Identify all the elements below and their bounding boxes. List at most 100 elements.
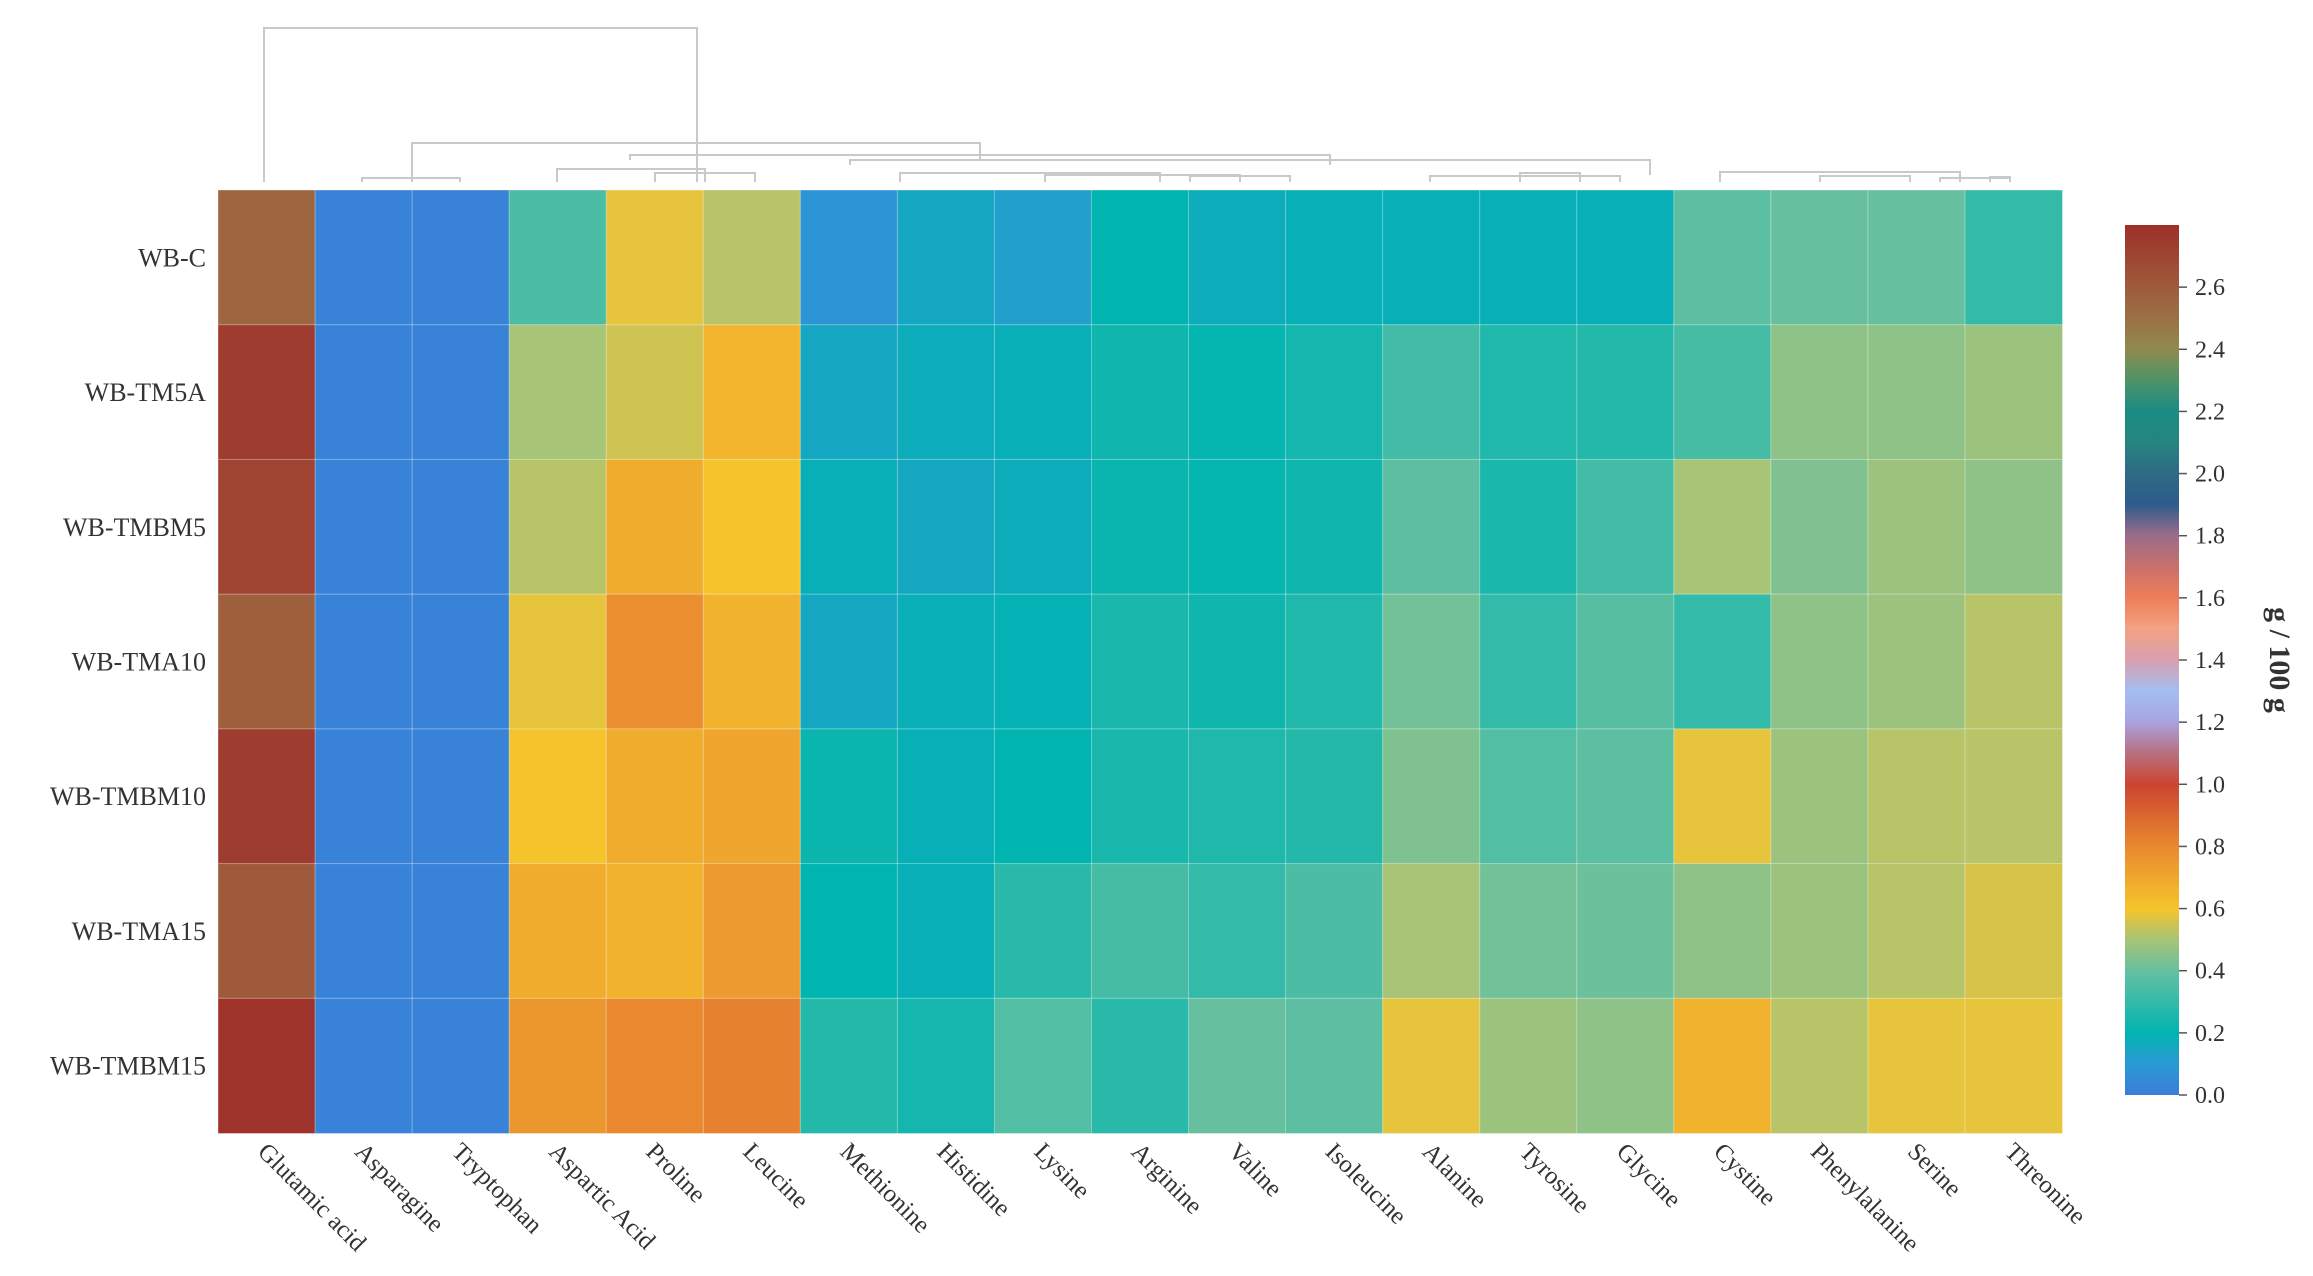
heatmap-cell-4-9 — [1090, 728, 1190, 865]
row-label-6: WB-TMBM15 — [50, 1052, 206, 1081]
heatmap-cell-5-3 — [508, 863, 608, 1000]
heatmap-cell-2-7 — [896, 458, 996, 596]
heatmap-cell-5-8 — [993, 863, 1093, 1000]
heatmap-cell-3-2 — [411, 593, 511, 730]
heatmap-cell-2-18 — [1964, 458, 2063, 596]
heatmap-cell-5-13 — [1479, 863, 1578, 1000]
colorbar-tick-label-10: 2.0 — [2195, 462, 2225, 488]
heatmap-cell-1-15 — [1673, 324, 1772, 461]
row-label-5: WB-TMA15 — [72, 917, 206, 946]
heatmap-cell-4-3 — [508, 728, 608, 865]
heatmap-cell-0-18 — [1964, 189, 2063, 326]
heatmap-cell-6-3 — [508, 997, 608, 1134]
heatmap-cell-2-12 — [1382, 458, 1481, 596]
heatmap-cell-0-1 — [314, 189, 414, 326]
heatmap-cell-6-14 — [1576, 997, 1675, 1134]
heatmap-cell-4-13 — [1479, 728, 1578, 865]
heatmap-cell-6-16 — [1770, 997, 1869, 1134]
heatmap-cell-3-18 — [1964, 593, 2063, 730]
heatmap-cell-0-15 — [1673, 189, 1772, 326]
colorbar-tick-label-5: 1.0 — [2195, 772, 2225, 798]
heatmap-cell-4-10 — [1188, 728, 1287, 865]
heatmap-cell-1-2 — [411, 324, 511, 461]
heatmap-cell-3-1 — [314, 593, 414, 730]
heatmap-cell-3-13 — [1479, 593, 1578, 730]
heatmap-cell-2-11 — [1285, 458, 1384, 596]
heatmap-cell-2-4 — [605, 458, 705, 596]
heatmap-cell-6-6 — [799, 997, 899, 1134]
column-label-9: Arginine — [1126, 1138, 1208, 1220]
heatmap-cell-3-16 — [1770, 593, 1869, 730]
heatmap-cell-6-5 — [702, 997, 802, 1134]
heatmap-cell-6-7 — [896, 997, 996, 1134]
column-label-17: Serine — [1902, 1138, 1966, 1202]
heatmap-cell-5-9 — [1090, 863, 1190, 1000]
heatmap-cell-3-9 — [1090, 593, 1190, 730]
heatmap-cell-0-5 — [702, 189, 802, 326]
heatmap-cell-5-18 — [1964, 863, 2063, 1000]
heatmap-cell-5-12 — [1382, 863, 1481, 1000]
heatmap-cell-3-15 — [1673, 593, 1772, 730]
heatmap-cell-6-2 — [411, 997, 511, 1134]
heatmap-cell-5-11 — [1285, 863, 1384, 1000]
heatmap-cell-4-11 — [1285, 728, 1384, 865]
row-labels: WB-C WB-TM5A WB-TMBM5 WB-TMA10 WB-TMBM10 WB-T… — [50, 243, 206, 1080]
heatmap-cell-0-6 — [799, 189, 899, 326]
heatmap-cell-6-4 — [605, 997, 705, 1134]
colorbar-tick-label-7: 1.4 — [2195, 648, 2225, 674]
heatmap-cell-4-17 — [1867, 728, 1966, 865]
column-label-14: Glycine — [1611, 1138, 1686, 1213]
heatmap-cell-2-0 — [217, 458, 317, 596]
heatmap-cell-4-8 — [993, 728, 1093, 865]
colorbar-tick-label-4: 0.8 — [2195, 834, 2225, 860]
heatmap-cell-3-12 — [1382, 593, 1481, 730]
colorbar-label: g / 100 g — [2263, 607, 2296, 713]
colorbar-bar — [2125, 225, 2179, 1095]
heatmap-cell-2-8 — [993, 458, 1093, 596]
heatmap-cells — [217, 189, 2063, 1134]
colorbar-tick-label-8: 1.6 — [2195, 586, 2225, 612]
heatmap-cell-5-0 — [217, 863, 317, 1000]
column-label-5: Leucine — [738, 1138, 814, 1214]
heatmap-cell-6-13 — [1479, 997, 1578, 1134]
heatmap-cell-1-16 — [1770, 324, 1869, 461]
heatmap-cell-1-4 — [605, 324, 705, 461]
column-label-12: Alanine — [1417, 1138, 1492, 1213]
heatmap-cell-5-10 — [1188, 863, 1287, 1000]
colorbar-tick-label-11: 2.2 — [2195, 399, 2225, 425]
heatmap-cell-5-6 — [799, 863, 899, 1000]
heatmap-cell-5-16 — [1770, 863, 1869, 1000]
heatmap-cell-1-13 — [1479, 324, 1578, 461]
heatmap-cell-5-1 — [314, 863, 414, 1000]
colorbar-tick-label-2: 0.4 — [2195, 959, 2225, 985]
heatmap-cell-0-4 — [605, 189, 705, 326]
heatmap-cell-1-11 — [1285, 324, 1384, 461]
heatmap-cell-1-10 — [1188, 324, 1287, 461]
heatmap-cell-1-5 — [702, 324, 802, 461]
heatmap-cell-2-14 — [1576, 458, 1675, 596]
heatmap-cell-4-4 — [605, 728, 705, 865]
heatmap-cell-1-1 — [314, 324, 414, 461]
heatmap-cell-3-17 — [1867, 593, 1966, 730]
row-label-4: WB-TMBM10 — [50, 782, 206, 811]
heatmap-cell-0-7 — [896, 189, 996, 326]
heatmap-cell-3-4 — [605, 593, 705, 730]
column-label-10: Valine — [1223, 1138, 1287, 1202]
column-label-2: Tryptophan — [446, 1138, 547, 1239]
colorbar-tick-label-12: 2.4 — [2195, 337, 2225, 363]
heatmap-cell-4-6 — [799, 728, 899, 865]
heatmap-cell-1-14 — [1576, 324, 1675, 461]
heatmap-cell-2-6 — [799, 458, 899, 596]
heatmap-cell-1-3 — [508, 324, 608, 461]
heatmap-cell-2-17 — [1867, 458, 1966, 596]
heatmap-cell-5-17 — [1867, 863, 1966, 1000]
heatmap-cell-5-7 — [896, 863, 996, 1000]
colorbar-tick-label-3: 0.6 — [2195, 897, 2225, 923]
heatmap-cell-3-8 — [993, 593, 1093, 730]
heatmap-cell-0-17 — [1867, 189, 1966, 326]
heatmap-cell-6-10 — [1188, 997, 1287, 1134]
heatmap-cell-5-5 — [702, 863, 802, 1000]
heatmap-cell-0-9 — [1090, 189, 1190, 326]
heatmap-cell-2-13 — [1479, 458, 1578, 596]
